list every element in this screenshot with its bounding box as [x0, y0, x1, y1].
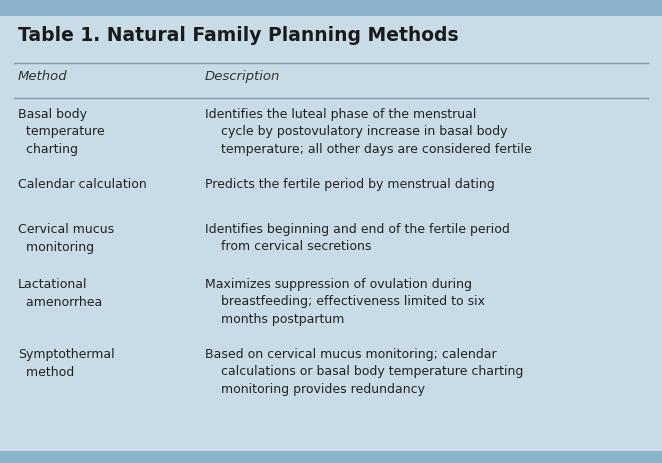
Text: Identifies beginning and end of the fertile period
    from cervical secretions: Identifies beginning and end of the fert…	[205, 223, 510, 254]
Text: Description: Description	[205, 70, 281, 83]
Text: Calendar calculation: Calendar calculation	[18, 178, 147, 191]
Bar	[0, 0, 662, 16]
Bar	[0, 451, 662, 463]
Text: Predicts the fertile period by menstrual dating: Predicts the fertile period by menstrual…	[205, 178, 495, 191]
Text: Basal body
  temperature
  charting: Basal body temperature charting	[18, 108, 105, 156]
Text: Method: Method	[18, 70, 68, 83]
Text: Based on cervical mucus monitoring; calendar
    calculations or basal body temp: Based on cervical mucus monitoring; cale…	[205, 348, 524, 396]
Text: Cervical mucus
  monitoring: Cervical mucus monitoring	[18, 223, 114, 254]
Text: Lactational
  amenorrhea: Lactational amenorrhea	[18, 278, 102, 308]
Text: Maximizes suppression of ovulation during
    breastfeeding; effectiveness limit: Maximizes suppression of ovulation durin…	[205, 278, 485, 326]
Text: Identifies the luteal phase of the menstrual
    cycle by postovulatory increase: Identifies the luteal phase of the menst…	[205, 108, 532, 156]
Text: Symptothermal
  method: Symptothermal method	[18, 348, 115, 378]
Text: Table 1. Natural Family Planning Methods: Table 1. Natural Family Planning Methods	[18, 26, 459, 45]
